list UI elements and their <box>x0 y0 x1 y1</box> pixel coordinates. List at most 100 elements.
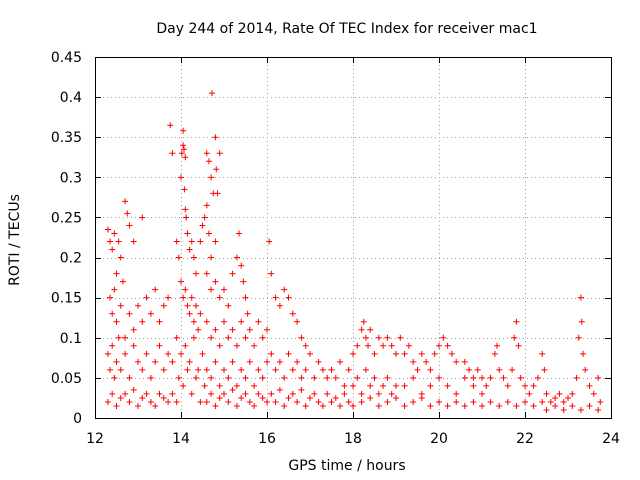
data-point <box>135 402 141 409</box>
data-point <box>515 342 522 349</box>
data-point <box>246 358 253 365</box>
data-point <box>289 310 296 317</box>
data-point <box>418 350 425 357</box>
data-point <box>577 406 584 413</box>
data-point <box>560 398 567 405</box>
data-point <box>205 158 212 165</box>
data-point <box>380 342 387 349</box>
data-point <box>205 230 212 237</box>
data-point <box>375 390 382 397</box>
y-tick-label: 0.2 <box>60 251 82 267</box>
data-point <box>362 334 369 341</box>
data-point <box>212 278 219 285</box>
data-point <box>586 382 593 389</box>
data-point <box>195 366 202 373</box>
data-point <box>474 366 481 373</box>
data-point <box>193 374 200 381</box>
data-point <box>289 390 296 397</box>
data-point <box>216 394 223 401</box>
data-point <box>367 382 374 389</box>
grid-lines <box>95 57 611 418</box>
data-point <box>208 334 215 341</box>
data-point <box>186 246 193 253</box>
data-point <box>130 238 137 245</box>
data-point <box>517 374 524 381</box>
data-point <box>393 382 399 389</box>
data-point <box>212 358 219 365</box>
data-point <box>539 398 546 405</box>
data-point <box>203 318 210 325</box>
data-point <box>184 302 191 309</box>
data-point <box>178 150 185 157</box>
data-point <box>543 390 550 397</box>
data-point <box>113 318 120 325</box>
data-point <box>203 270 210 277</box>
data-point <box>182 154 189 161</box>
data-point <box>341 382 348 389</box>
data-point <box>229 386 236 393</box>
data-point <box>479 374 485 381</box>
x-tick-label: 16 <box>258 431 276 447</box>
data-point <box>272 294 279 301</box>
data-point <box>173 398 180 405</box>
data-point <box>315 398 322 405</box>
data-point <box>197 238 204 245</box>
x-tick-label: 12 <box>86 431 104 447</box>
data-point <box>212 402 219 409</box>
data-point <box>238 394 245 401</box>
data-point <box>375 402 382 409</box>
data-point <box>444 402 451 409</box>
data-point <box>216 342 223 349</box>
data-point <box>182 342 189 349</box>
data-point <box>178 350 184 357</box>
data-point <box>397 334 404 341</box>
data-point <box>139 366 146 373</box>
data-point <box>126 222 133 229</box>
data-point <box>410 398 417 405</box>
data-point <box>135 302 141 309</box>
data-point <box>244 310 251 317</box>
data-point <box>496 366 503 373</box>
data-point <box>182 286 189 293</box>
data-point <box>436 398 442 405</box>
data-point <box>109 246 116 253</box>
data-point <box>169 390 176 397</box>
data-point <box>513 402 520 409</box>
data-point <box>236 230 243 237</box>
data-point <box>255 390 262 397</box>
data-point <box>208 286 215 293</box>
data-point <box>371 374 378 381</box>
data-point <box>552 402 559 409</box>
data-point <box>341 390 348 397</box>
data-point <box>311 390 318 397</box>
data-point <box>143 390 150 397</box>
data-point <box>122 390 129 397</box>
data-point <box>203 202 210 209</box>
data-point <box>193 270 200 277</box>
data-point <box>405 342 412 349</box>
data-point <box>104 398 111 405</box>
data-point <box>208 374 215 381</box>
data-point <box>113 402 120 409</box>
data-point <box>496 402 503 409</box>
data-point <box>190 334 197 341</box>
y-tick-label: 0.25 <box>51 210 82 226</box>
data-point <box>470 382 477 389</box>
data-point <box>173 334 180 341</box>
data-point <box>107 294 114 301</box>
data-point <box>453 390 460 397</box>
data-point <box>107 366 114 373</box>
data-point <box>122 334 129 341</box>
data-point <box>268 390 275 397</box>
data-point <box>337 358 344 365</box>
data-point <box>225 334 232 341</box>
data-point <box>130 342 137 349</box>
data-point <box>358 398 365 405</box>
data-point <box>246 398 253 405</box>
data-point <box>188 390 195 397</box>
data-point <box>268 350 275 357</box>
data-point <box>139 394 146 401</box>
data-point <box>418 390 425 397</box>
data-point <box>109 342 116 349</box>
data-point <box>199 350 206 357</box>
